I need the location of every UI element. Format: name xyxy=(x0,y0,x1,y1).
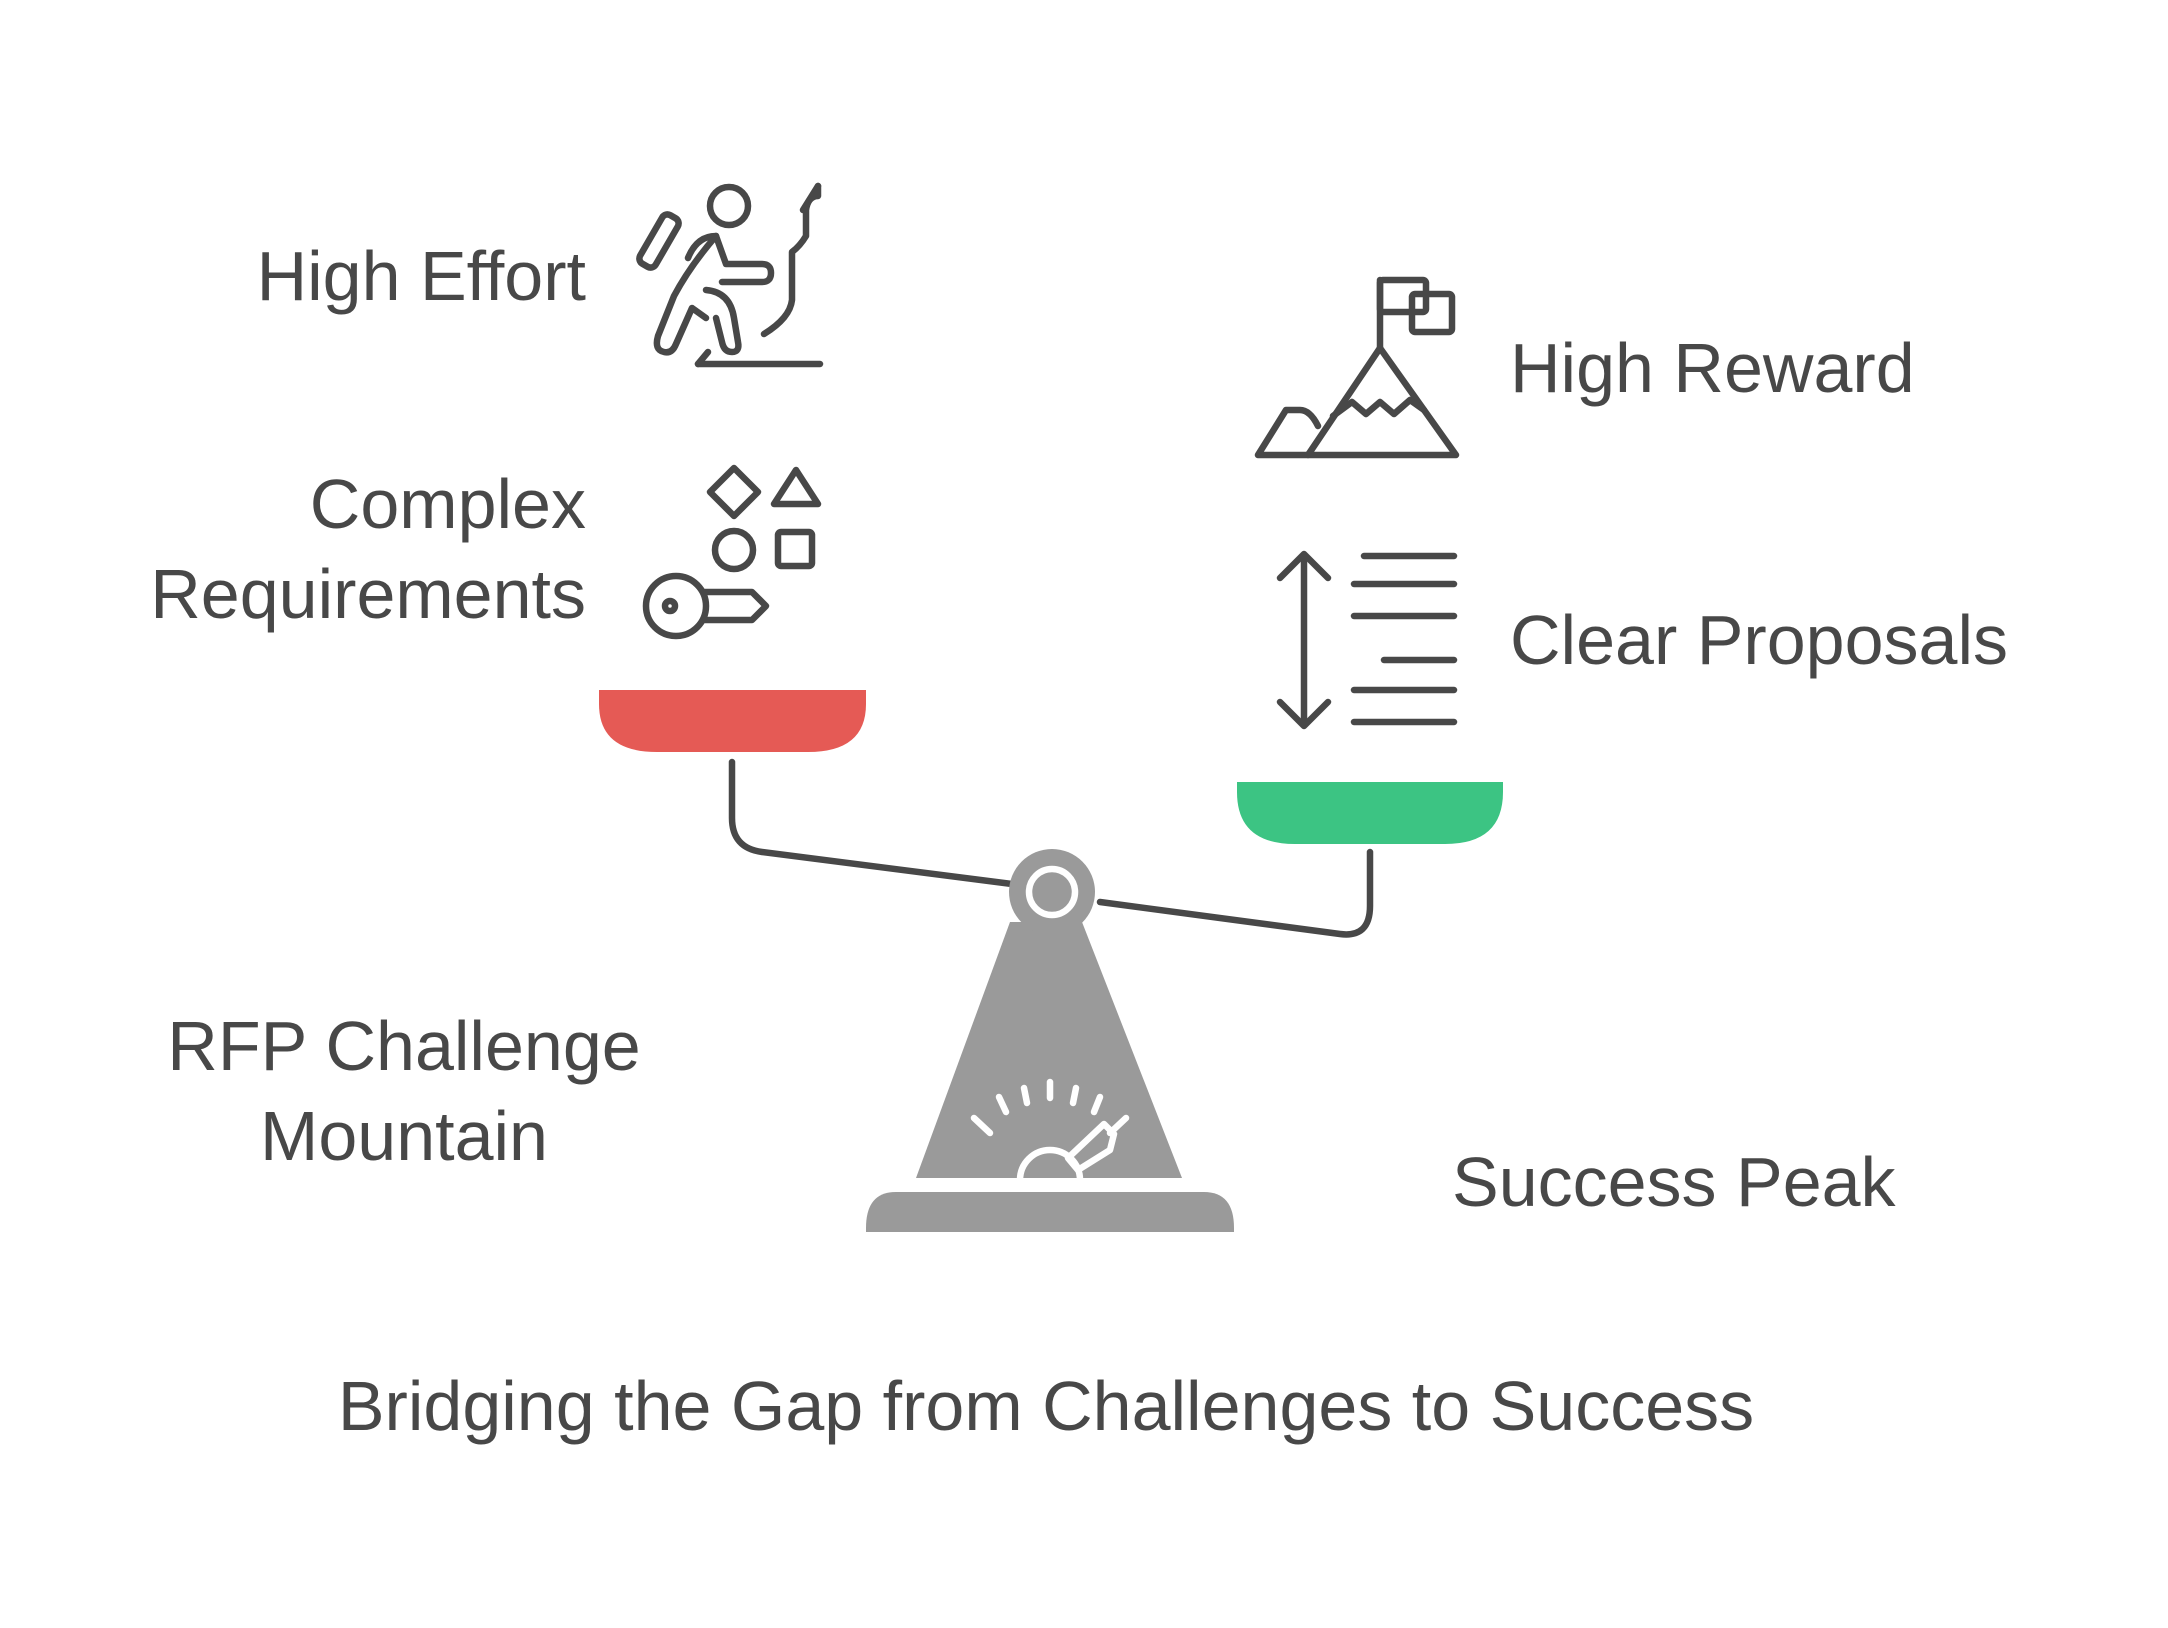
scale-pivot xyxy=(1009,849,1095,935)
document-lines-icon xyxy=(1276,550,1458,730)
climber-icon xyxy=(636,182,824,368)
scale-foot xyxy=(866,1192,1234,1232)
label-complex-line1: Complex xyxy=(310,465,586,543)
right-hanger xyxy=(1096,848,1374,938)
diagram-title: Bridging the Gap from Challenges to Succ… xyxy=(338,1367,1754,1445)
right-pan xyxy=(1237,782,1503,844)
label-rfp-line1: RFP Challenge xyxy=(167,1007,640,1085)
scale-pivot-ring xyxy=(1025,865,1079,919)
left-pan xyxy=(599,690,866,752)
label-success-peak: Success Peak xyxy=(1452,1143,1897,1221)
label-high-reward: High Reward xyxy=(1510,329,1915,407)
gauge-icon xyxy=(970,1078,1130,1184)
label-high-effort: High Effort xyxy=(257,237,586,315)
label-clear-proposals: Clear Proposals xyxy=(1510,601,2008,679)
scale-stand xyxy=(916,922,1182,1178)
left-hanger xyxy=(728,758,1016,888)
label-rfp-line2: Mountain xyxy=(260,1097,548,1175)
balance-scale xyxy=(599,690,1503,1232)
mountain-flag-icon xyxy=(1254,276,1460,459)
label-complex-line2: Requirements xyxy=(150,555,586,633)
shapes-key-icon xyxy=(642,464,822,640)
